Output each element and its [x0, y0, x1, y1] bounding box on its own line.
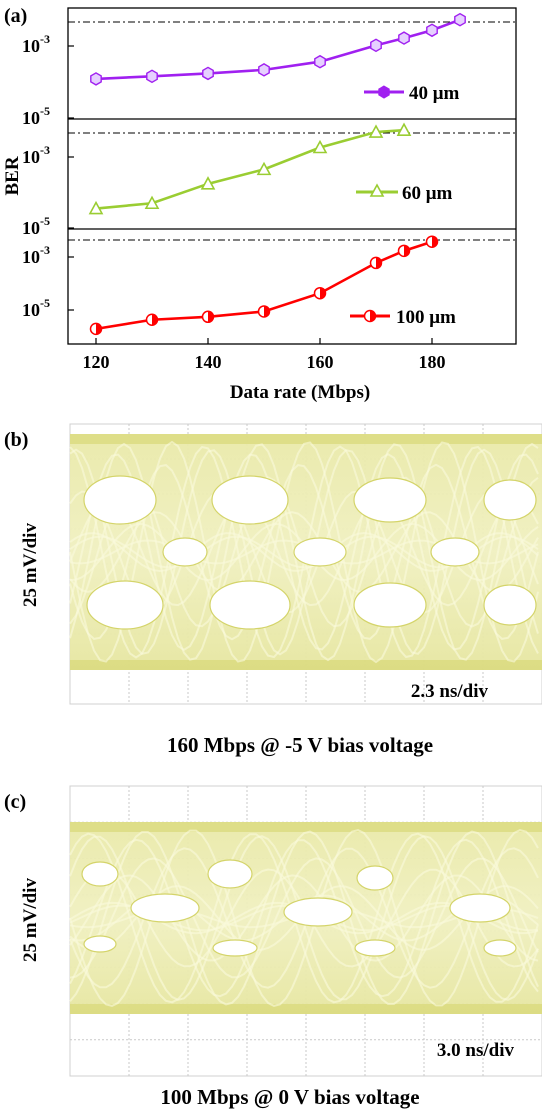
svg-text:10-5: 10-5 [22, 214, 50, 238]
point-0-140 [202, 66, 214, 81]
point-0-130 [146, 69, 158, 84]
eye-opening-eye-c-5 [449, 893, 511, 923]
panel-c-caption: 100 Mbps @ 0 V bias voltage [160, 1085, 419, 1109]
series-0 [90, 12, 466, 86]
eye-opening-eye-c-3 [130, 893, 200, 923]
point-1-130 [144, 195, 160, 210]
panel-b-time-scale: 2.3 ns/div [411, 681, 489, 702]
eye-opening-eye-c-7 [212, 939, 258, 957]
series-layer [88, 12, 466, 336]
eye-opening-eye-c-0 [81, 861, 119, 887]
point-1-175 [396, 122, 412, 136]
eye-opening-eye-b-6 [430, 537, 480, 567]
point-0-170 [370, 38, 382, 53]
point-0-185 [454, 12, 466, 27]
eye-opening-eye-c-4 [283, 897, 353, 927]
legend-100: 100 μm [350, 307, 456, 328]
point-0-160 [314, 54, 326, 69]
eye-opening-eye-b-5 [293, 537, 347, 567]
point-0-180 [426, 23, 438, 38]
eye-trace-c [69, 822, 542, 1014]
point-2-180 [425, 235, 439, 248]
eye-opening-eye-b-8 [209, 580, 291, 630]
x-tick-label-160: 160 [307, 352, 334, 372]
point-2-170 [369, 256, 383, 270]
panel-a: (a) 10-3 10-5 10-3 10-5 10-3 10-5 BER 12… [2, 5, 517, 403]
x-tick-label-180: 180 [419, 352, 446, 372]
y-tick-1e-5-exp: -5 [40, 104, 50, 118]
panel-c: (c) 25 mV/div 3.0 ns/div 100 Mbps @ 0 V … [4, 785, 542, 1109]
panel-b: (b) 25 mV/div 2.3 ns/div 160 Mbps @ -5 V… [4, 423, 542, 757]
point-2-150 [257, 305, 271, 318]
panel-b-ylabel: 25 mV/div [20, 523, 41, 607]
eye-opening-eye-b-0 [83, 475, 157, 525]
eye-opening-eye-b-2 [353, 477, 427, 523]
x-axis-label: Data rate (Mbps) [230, 382, 370, 403]
legend-60: 60 μm [356, 183, 453, 204]
panel-c-ylabel: 25 mV/div [20, 878, 41, 962]
svg-text:10-3: 10-3 [22, 143, 50, 167]
y-axis-label: BER [2, 156, 23, 195]
series-2 [89, 235, 439, 336]
eye-opening-eye-b-7 [86, 580, 164, 630]
x-tick-label-140: 140 [195, 352, 222, 372]
x-tick-label-120: 120 [83, 352, 110, 372]
point-0-175 [398, 31, 410, 45]
y-tick-1e-3-base: 10 [22, 36, 40, 56]
eye-trace-b [69, 434, 542, 670]
point-2-160 [313, 286, 327, 300]
panel-a-label: (a) [4, 5, 27, 27]
svg-text:10-5: 10-5 [22, 296, 50, 320]
series-1 [88, 122, 412, 215]
eye-opening-eye-c-8 [354, 939, 396, 957]
legend-100-label: 100 μm [396, 307, 456, 328]
panel-c-label: (c) [4, 791, 26, 813]
eye-opening-eye-c-6 [83, 935, 117, 953]
svg-text:10-3: 10-3 [22, 243, 50, 267]
svg-text:10-3: 10-3 [22, 32, 50, 56]
point-2-120 [89, 322, 103, 336]
y-tick-1e-5-base: 10 [22, 108, 40, 128]
eye-opening-eye-c-1 [207, 859, 253, 889]
point-1-170 [368, 124, 384, 138]
point-2-140 [201, 310, 215, 324]
eye-opening-eye-b-4 [162, 537, 208, 567]
legend-40-label: 40 μm [409, 83, 460, 104]
x-ticks: 120 140 160 180 [83, 338, 446, 372]
panel-c-time-scale: 3.0 ns/div [437, 1040, 515, 1061]
series-line-0 [95, 18, 461, 81]
y-tick-labels: 10-3 10-5 10-3 10-5 10-3 10-5 [22, 32, 50, 320]
point-0-150 [258, 63, 270, 77]
svg-text:10-5: 10-5 [22, 104, 50, 128]
series-line-1 [95, 128, 405, 210]
point-1-160 [312, 139, 328, 154]
axes-frame [67, 7, 517, 345]
point-1-140 [200, 176, 216, 190]
eye-opening-eye-c-2 [356, 865, 394, 891]
panel-b-label: (b) [4, 429, 28, 451]
point-1-120 [88, 200, 104, 215]
point-2-175 [397, 244, 411, 258]
eye-opening-eye-b-10 [483, 584, 537, 626]
eye-opening-eye-b-9 [353, 582, 427, 628]
point-2-130 [145, 313, 159, 327]
y-ticks [68, 45, 74, 311]
legend-40: 40 μm [364, 83, 460, 104]
eye-opening-eye-b-1 [211, 475, 289, 525]
point-0-120 [90, 72, 102, 86]
panel-b-caption: 160 Mbps @ -5 V bias voltage [167, 733, 433, 757]
y-tick-1e-3-exp: -3 [40, 32, 50, 46]
eye-opening-eye-c-9 [483, 939, 517, 957]
eye-opening-eye-b-3 [483, 479, 537, 521]
legend-60-label: 60 μm [402, 183, 453, 204]
point-1-150 [256, 161, 272, 176]
